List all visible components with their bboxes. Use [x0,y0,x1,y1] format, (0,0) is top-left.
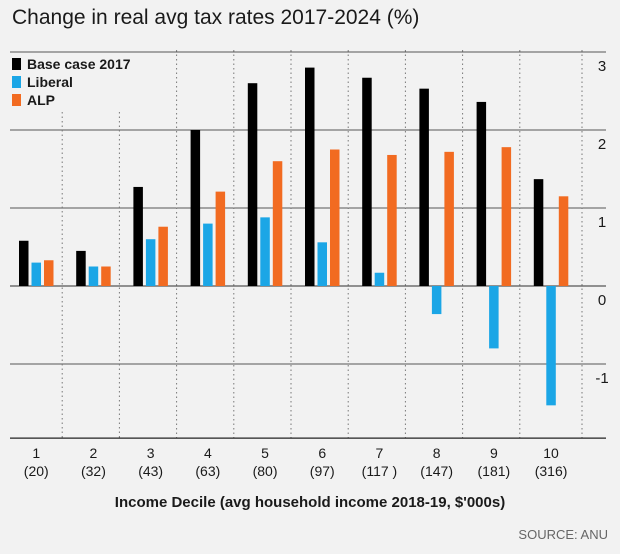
bar-base-case-2017-decile-5 [247,83,258,286]
bar-liberal-decile-10 [546,286,556,406]
bar-base-case-2017-decile-7 [362,77,372,287]
legend-label: ALP [27,92,55,108]
x-tick-label: 7 [376,445,384,461]
bar-base-case-2017-decile-6 [305,67,315,286]
x-tick-label: 8 [433,445,441,461]
decile-separators [61,50,583,439]
bar-base-case-2017-decile-2 [76,250,86,286]
bar-liberal-decile-7 [374,272,385,286]
legend-swatch [12,58,21,70]
x-tick-sublabel: (181) [478,463,511,479]
x-tick-sublabel: (63) [195,463,220,479]
legend-label: Base case 2017 [27,56,131,72]
x-tick-label: 6 [318,445,326,461]
bar-alp-decile-7 [387,154,397,286]
bar-base-case-2017-decile-4 [190,130,201,286]
bar-alp-decile-5 [272,161,283,286]
x-tick-sublabel: (32) [81,463,106,479]
bar-liberal-decile-2 [88,266,99,286]
bar-liberal-decile-6 [317,242,327,286]
x-tick-label: 9 [490,445,498,461]
x-tick-label: 10 [543,445,559,461]
bar-alp-decile-3 [158,226,168,286]
bar-liberal-decile-3 [145,239,156,286]
bar-alp-decile-8 [444,151,454,286]
x-tick-sublabel: (97) [310,463,335,479]
x-tick-sublabel: (316) [535,463,568,479]
legend-swatch [12,94,21,106]
x-tick-label: 4 [204,445,212,461]
bar-alp-decile-9 [501,147,512,286]
x-tick-sublabel: (43) [138,463,163,479]
x-tick-sublabel: (80) [253,463,278,479]
legend: Base case 2017 Liberal ALP [12,56,131,108]
bar-base-case-2017-decile-10 [533,179,544,286]
legend-swatch [12,76,21,88]
x-tick-label: 1 [32,445,40,461]
bar-alp-decile-10 [558,196,569,286]
x-tick-label: 2 [90,445,98,461]
bar-base-case-2017-decile-8 [419,88,429,286]
chart-title: Change in real avg tax rates 2017-2024 (… [12,6,420,29]
bar-liberal-decile-1 [31,262,41,286]
x-tick-sublabel: (147) [420,463,453,479]
legend-label: Liberal [27,74,73,90]
bar-liberal-decile-9 [489,286,499,349]
bar-base-case-2017-decile-1 [19,240,29,286]
x-tick-label: 5 [261,445,269,461]
bar-liberal-decile-5 [260,217,270,286]
y-tick-label: -1 [595,370,608,387]
bar-liberal-decile-8 [431,286,442,315]
y-tick-label: 2 [598,136,606,153]
bar-alp-decile-6 [330,149,340,286]
bar-alp-decile-4 [215,191,226,286]
y-tick-label: 1 [598,214,606,231]
x-tick-sublabel: (20) [24,463,49,479]
y-tick-label: 3 [598,58,606,75]
x-axis-title: Income Decile (avg household income 2018… [114,494,506,511]
bar-liberal-decile-4 [203,223,213,286]
bar-base-case-2017-decile-9 [476,101,487,286]
source-note: SOURCE: ANU [518,527,608,542]
bar-alp-decile-2 [101,266,111,286]
y-tick-labels: 3 2 1 0 -1 [595,58,608,387]
bar-alp-decile-1 [44,260,54,286]
x-tick-sublabel: (117 ) [362,463,398,479]
x-tick-label: 3 [147,445,155,461]
x-tick-labels: 1 (20) 2 (32) 3 (43) 4 (63) 5 (80) 6 (97) 7 (117 ) 8 (1… [24,445,568,479]
y-tick-label: 0 [598,292,606,309]
bar-base-case-2017-decile-3 [133,186,143,286]
bars [19,67,569,406]
